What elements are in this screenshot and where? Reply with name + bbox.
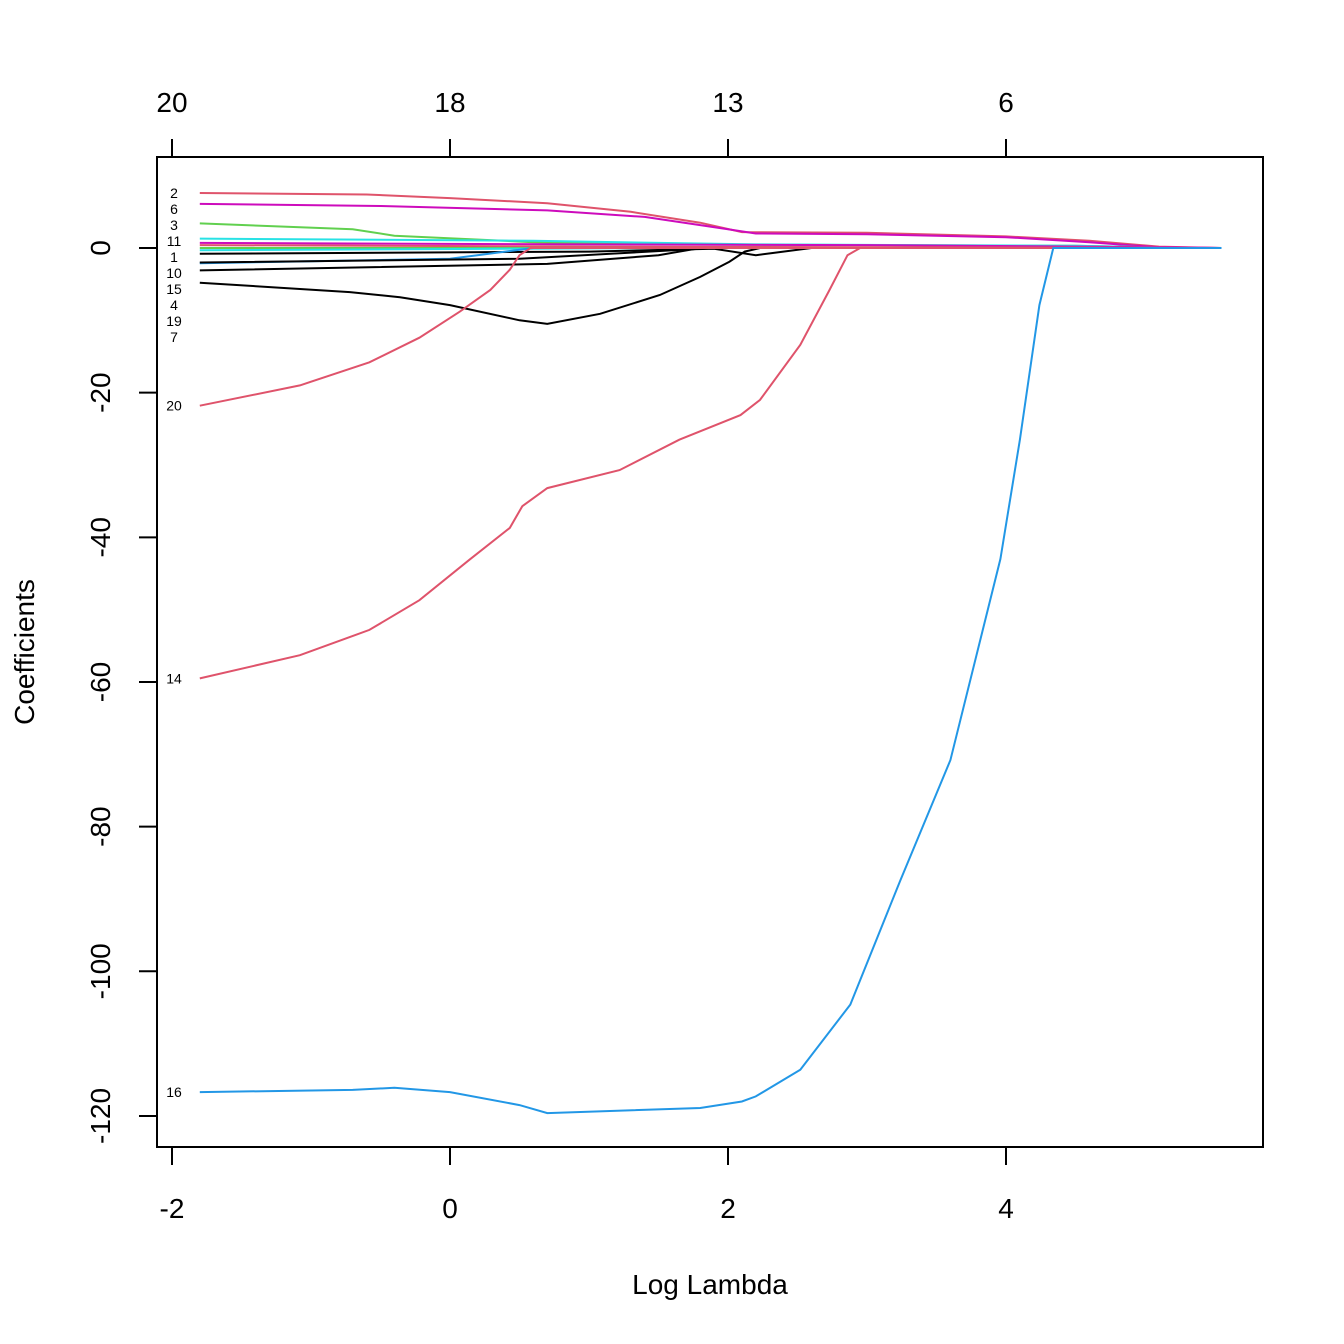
top-tick-label: 13 [712, 87, 743, 118]
x-tick-label: -2 [160, 1193, 185, 1224]
top-tick-label: 18 [434, 87, 465, 118]
series-label: 7 [170, 329, 178, 345]
y-tick-label: -20 [85, 372, 116, 412]
series-label: 3 [170, 217, 178, 233]
series-label: 4 [170, 297, 178, 313]
y-tick-label: -100 [85, 943, 116, 999]
series-label: 6 [170, 201, 178, 217]
series-label: 19 [166, 313, 182, 329]
y-tick-label: -120 [85, 1088, 116, 1144]
y-tick-label: -80 [85, 806, 116, 846]
x-tick-label: 0 [442, 1193, 458, 1224]
coef-path-14 [199, 247, 1222, 680]
series-label: 2 [170, 185, 178, 201]
series-label: 10 [166, 265, 182, 281]
x-tick-label: 2 [720, 1193, 736, 1224]
coef-path-16 [199, 247, 1222, 1115]
coef-path-19 [199, 247, 1222, 272]
y-tick-label: -60 [85, 662, 116, 702]
coef-path-20 [199, 247, 1222, 407]
series-label: 14 [166, 670, 182, 686]
y-tick-label: 0 [85, 240, 116, 256]
y-axis-title: Coefficients [9, 579, 40, 725]
y-tick-label: -40 [85, 517, 116, 557]
axes-layer: -2 0 2 420 18 13 6-120-100-80-60-40-200 [85, 87, 1014, 1224]
top-tick-label: 6 [998, 87, 1014, 118]
series-layer [199, 192, 1222, 1115]
series-label: 11 [167, 233, 182, 249]
x-tick-label: 4 [998, 1193, 1014, 1224]
series-label: 16 [166, 1084, 182, 1100]
series-label: 20 [166, 398, 182, 414]
coef-path-7 [199, 247, 1222, 325]
plot-frame [156, 156, 1264, 1148]
series-label: 1 [170, 249, 178, 265]
top-tick-label: 20 [156, 87, 187, 118]
coef-path-6 [199, 202, 1222, 249]
x-axis-title: Log Lambda [632, 1269, 788, 1300]
series-label: 15 [166, 281, 182, 297]
